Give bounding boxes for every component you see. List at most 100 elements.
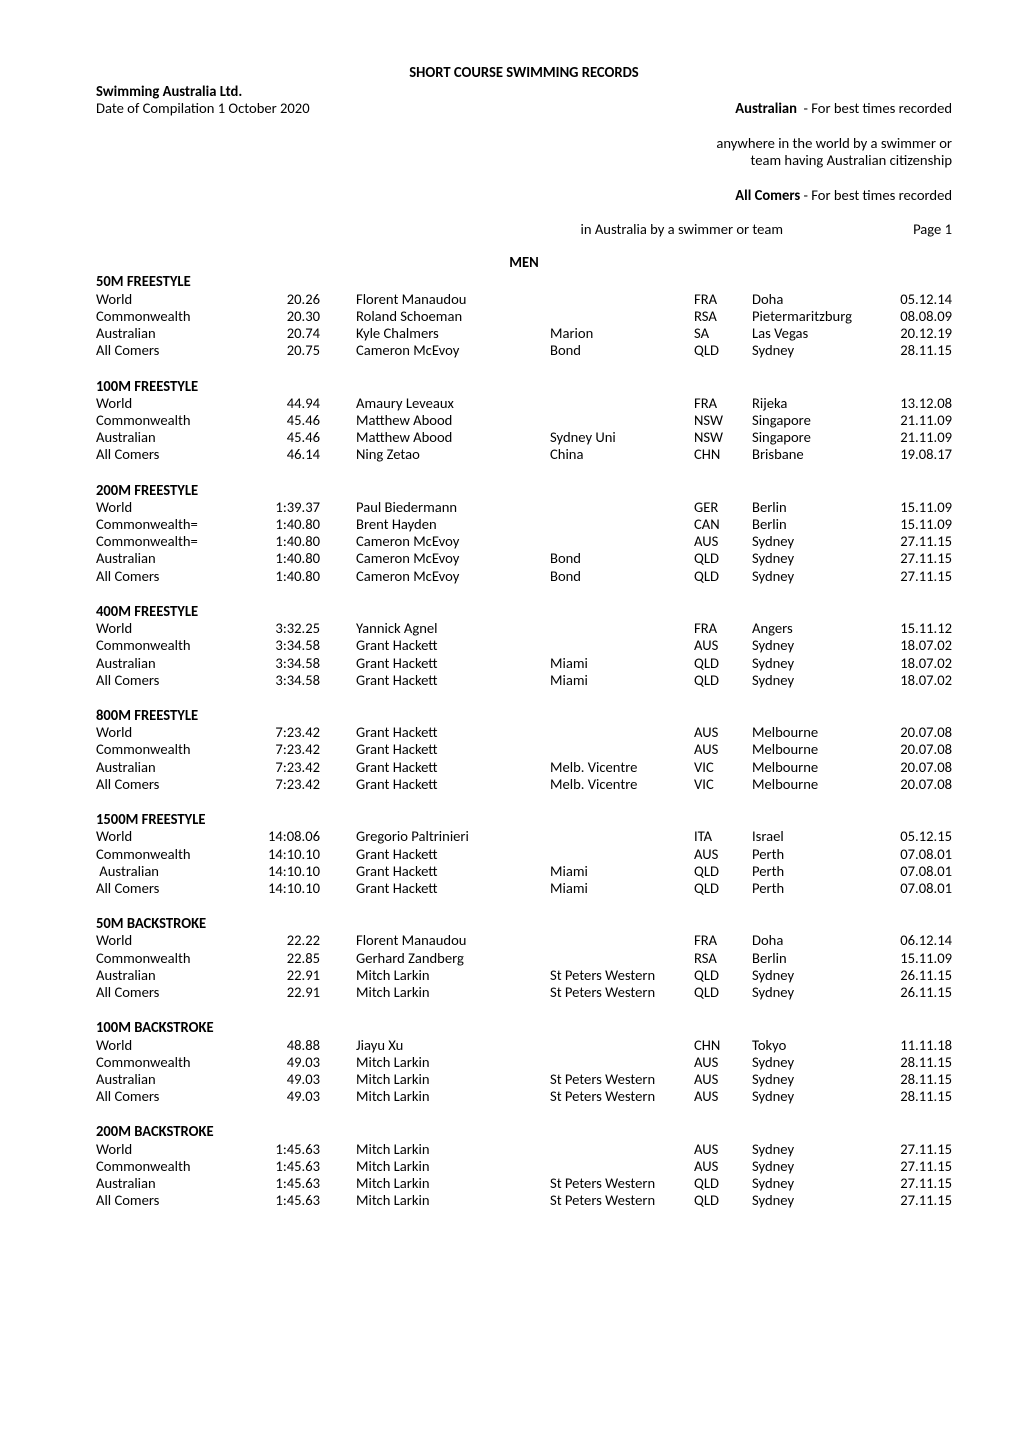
date-cell: 15.11.09 <box>880 499 952 516</box>
place-cell: Sydney <box>752 967 880 984</box>
team-cell: Bond <box>550 568 694 585</box>
place-cell: Sydney <box>752 672 880 689</box>
athlete-cell: Cameron McEvoy <box>356 550 550 567</box>
place-cell: Doha <box>752 291 880 308</box>
place-cell: Las Vegas <box>752 325 880 342</box>
place-cell: Doha <box>752 932 880 949</box>
place-cell: Sydney <box>752 342 880 359</box>
place-cell: Sydney <box>752 568 880 585</box>
time-cell: 45.46 <box>250 412 356 429</box>
time-cell: 7:23.42 <box>250 724 356 741</box>
date-cell: 28.11.15 <box>880 342 952 359</box>
athlete-cell: Grant Hackett <box>356 724 550 741</box>
place-cell: Berlin <box>752 499 880 516</box>
event-heading: 200M BACKSTROKE <box>96 1123 952 1140</box>
athlete-cell: Mitch Larkin <box>356 1175 550 1192</box>
date-cell: 18.07.02 <box>880 637 952 654</box>
place-cell: Tokyo <box>752 1037 880 1054</box>
category-cell: Commonwealth <box>96 1158 250 1175</box>
time-cell: 22.85 <box>250 950 356 967</box>
time-cell: 7:23.42 <box>250 759 356 776</box>
record-row: All Comers7:23.42Grant HackettMelb. Vice… <box>96 776 952 793</box>
date-cell: 08.08.09 <box>880 308 952 325</box>
time-cell: 1:39.37 <box>250 499 356 516</box>
athlete-cell: Grant Hackett <box>356 759 550 776</box>
place-cell: Sydney <box>752 533 880 550</box>
athlete-cell: Matthew Abood <box>356 412 550 429</box>
athlete-cell: Paul Biedermann <box>356 499 550 516</box>
place-cell: Melbourne <box>752 776 880 793</box>
time-cell: 49.03 <box>250 1054 356 1071</box>
athlete-cell: Florent Manaudou <box>356 291 550 308</box>
athlete-cell: Florent Manaudou <box>356 932 550 949</box>
team-cell <box>550 1054 694 1071</box>
category-cell: Commonwealth <box>96 308 250 325</box>
record-row: Australian49.03Mitch LarkinSt Peters Wes… <box>96 1071 952 1088</box>
team-cell <box>550 516 694 533</box>
category-cell: Australian <box>96 655 250 672</box>
code-cell: FRA <box>694 620 752 637</box>
place-cell: Sydney <box>752 637 880 654</box>
page-root: SHORT COURSE SWIMMING RECORDS Swimming A… <box>0 0 1020 1442</box>
team-cell <box>550 308 694 325</box>
athlete-cell: Ning Zetao <box>356 446 550 463</box>
athlete-cell: Amaury Leveaux <box>356 395 550 412</box>
event-block: 50M FREESTYLEWorld20.26Florent ManaudouF… <box>96 273 952 359</box>
record-row: Commonwealth45.46Matthew AboodNSWSingapo… <box>96 412 952 429</box>
date-cell: 26.11.15 <box>880 967 952 984</box>
date-cell: 28.11.15 <box>880 1071 952 1088</box>
time-cell: 1:45.63 <box>250 1158 356 1175</box>
athlete-cell: Grant Hackett <box>356 637 550 654</box>
org-name: Swimming Australia Ltd. <box>96 82 242 100</box>
athlete-cell: Cameron McEvoy <box>356 533 550 550</box>
code-cell: RSA <box>694 950 752 967</box>
code-cell: QLD <box>694 984 752 1001</box>
team-cell: Miami <box>550 672 694 689</box>
team-cell <box>550 412 694 429</box>
date-cell: 11.11.18 <box>880 1037 952 1054</box>
record-row: All Comers14:10.10Grant HackettMiamiQLDP… <box>96 880 952 897</box>
code-cell: AUS <box>694 724 752 741</box>
record-row: Commonwealth7:23.42Grant HackettAUSMelbo… <box>96 741 952 758</box>
category-cell: Australian <box>96 1175 250 1192</box>
section-heading: MEN <box>96 254 952 271</box>
athlete-cell: Mitch Larkin <box>356 1088 550 1105</box>
place-cell: Perth <box>752 863 880 880</box>
place-cell: Sydney <box>752 1158 880 1175</box>
time-cell: 1:40.80 <box>250 550 356 567</box>
code-cell: AUS <box>694 533 752 550</box>
date-cell: 06.12.14 <box>880 932 952 949</box>
time-cell: 20.75 <box>250 342 356 359</box>
date-cell: 07.08.01 <box>880 863 952 880</box>
header-right-l2: anywhere in the world by a swimmer or <box>581 135 952 152</box>
code-cell: SA <box>694 325 752 342</box>
time-cell: 22.22 <box>250 932 356 949</box>
time-cell: 44.94 <box>250 395 356 412</box>
allcomers-desc: - For best times recorded <box>800 186 952 204</box>
category-cell: All Comers <box>96 446 250 463</box>
category-cell: All Comers <box>96 880 250 897</box>
category-cell: All Comers <box>96 672 250 689</box>
record-row: World7:23.42Grant HackettAUSMelbourne20.… <box>96 724 952 741</box>
place-cell: Israel <box>752 828 880 845</box>
date-cell: 20.12.19 <box>880 325 952 342</box>
time-cell: 14:10.10 <box>250 863 356 880</box>
athlete-cell: Grant Hackett <box>356 880 550 897</box>
athlete-cell: Grant Hackett <box>356 776 550 793</box>
place-cell: Singapore <box>752 412 880 429</box>
athlete-cell: Jiayu Xu <box>356 1037 550 1054</box>
header-right-l3: team having Australian citizenship <box>581 152 952 169</box>
record-row: Australian1:45.63Mitch LarkinSt Peters W… <box>96 1175 952 1192</box>
team-cell: St Peters Western <box>550 984 694 1001</box>
category-cell: Commonwealth <box>96 846 250 863</box>
team-cell: Miami <box>550 655 694 672</box>
category-cell: All Comers <box>96 984 250 1001</box>
code-cell: QLD <box>694 880 752 897</box>
time-cell: 1:45.63 <box>250 1192 356 1209</box>
event-heading: 800M FREESTYLE <box>96 707 952 724</box>
event-block: 100M BACKSTROKEWorld48.88Jiayu XuCHNToky… <box>96 1019 952 1105</box>
date-cell: 07.08.01 <box>880 846 952 863</box>
time-cell: 45.46 <box>250 429 356 446</box>
date-cell: 28.11.15 <box>880 1054 952 1071</box>
code-cell: QLD <box>694 550 752 567</box>
